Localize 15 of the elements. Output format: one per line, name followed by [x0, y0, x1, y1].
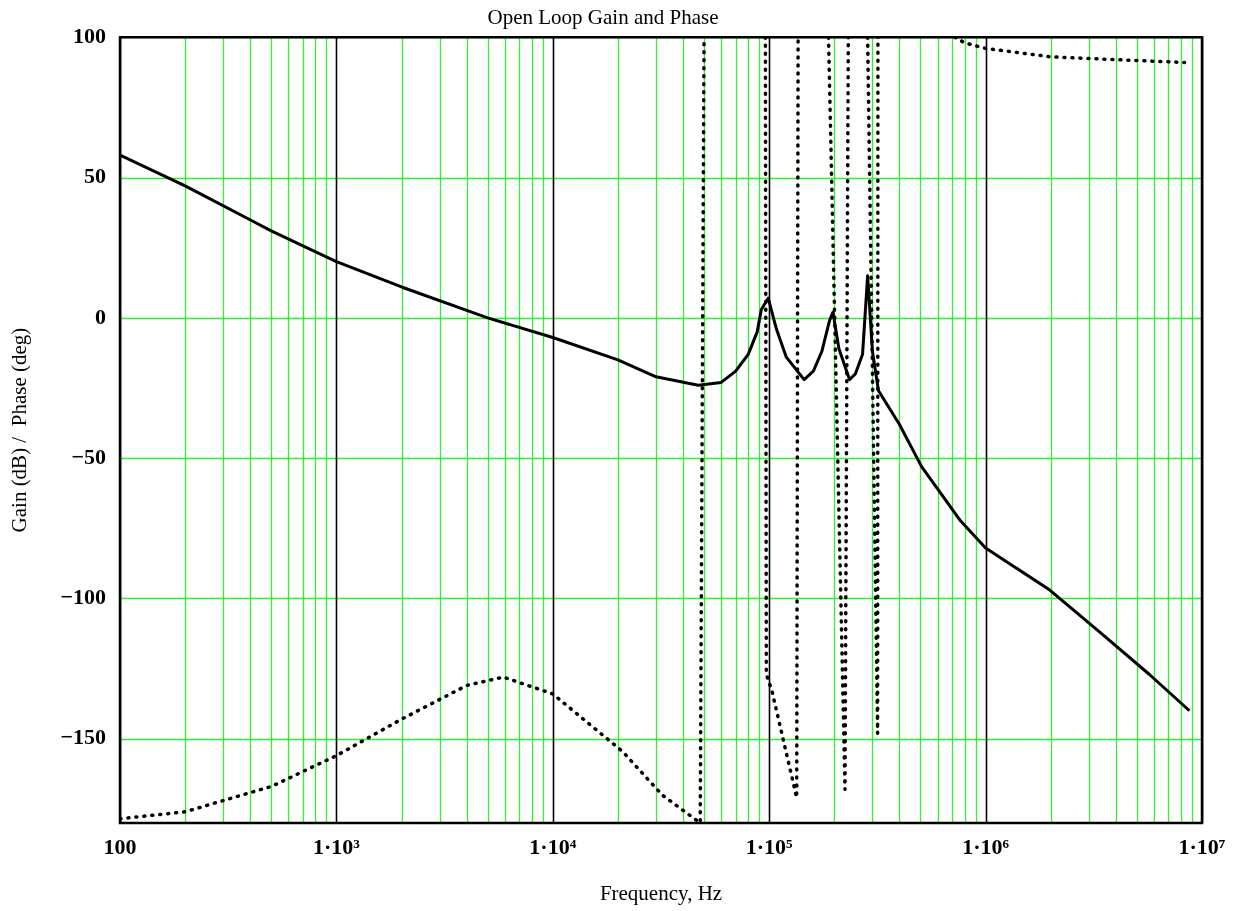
y-tick-label: 50 [84, 163, 106, 189]
y-tick-label: 100 [73, 22, 106, 48]
y-axis-title: Gain (dB) / Phase (deg) [7, 327, 32, 533]
y-tick-label: 0 [95, 303, 106, 329]
x-axis-title: Frequency, Hz [599, 880, 723, 905]
y-tick-label: −100 [60, 584, 106, 610]
x-tick-label: 1·10⁴ [529, 833, 577, 859]
x-tick-label: 100 [103, 833, 137, 859]
x-tick-label: 1·10⁶ [962, 833, 1010, 859]
y-tick-label: −50 [71, 443, 106, 469]
y-tick-label: −150 [60, 724, 106, 750]
x-tick-label: 1·10⁵ [745, 833, 794, 859]
x-tick-label: 1·10³ [312, 833, 361, 859]
x-tick-label: 1·10⁷ [1178, 833, 1226, 859]
chart-title: Open Loop Gain and Phase [487, 5, 719, 30]
